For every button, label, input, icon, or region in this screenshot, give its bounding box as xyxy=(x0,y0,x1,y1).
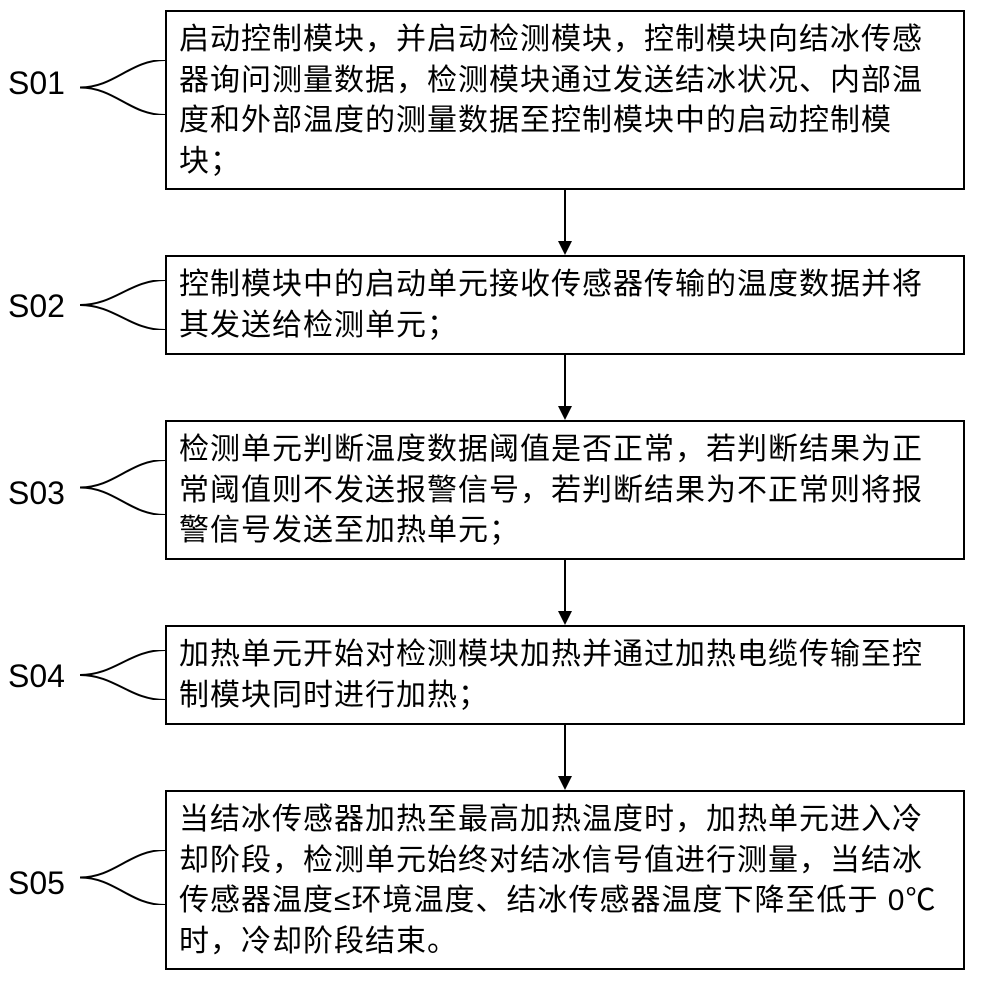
step-text: 加热单元开始对检测模块加热并通过加热电缆传输至控制模块同时进行加热； xyxy=(179,638,923,712)
arrow-line xyxy=(564,725,566,776)
flowchart-canvas: 启动控制模块，并启动检测模块，控制模块向结冰传感器询问测量数据，检测模块通过发送… xyxy=(0,0,1000,995)
step-label-s05: S05 xyxy=(8,865,65,902)
step-label-s04: S04 xyxy=(8,658,65,695)
step-text: 启动控制模块，并启动检测模块，控制模块向结冰传感器询问测量数据，检测模块通过发送… xyxy=(179,23,923,178)
arrow-line xyxy=(564,190,566,241)
arrow-head xyxy=(558,406,572,420)
step-box-s01: 启动控制模块，并启动检测模块，控制模块向结冰传感器询问测量数据，检测模块通过发送… xyxy=(165,10,965,190)
arrow-line xyxy=(564,560,566,611)
step-label-s01: S01 xyxy=(8,65,65,102)
step-label-s03: S03 xyxy=(8,475,65,512)
step-box-s05: 当结冰传感器加热至最高加热温度时，加热单元进入冷却阶段，检测单元始终对结冰信号值… xyxy=(165,790,965,970)
arrow-head xyxy=(558,776,572,790)
step-box-s02: 控制模块中的启动单元接收传感器传输的温度数据并将其发送给检测单元； xyxy=(165,255,965,355)
arrow-head xyxy=(558,611,572,625)
step-box-s03: 检测单元判断温度数据阈值是否正常，若判断结果为正常阈值则不发送报警信号，若判断结… xyxy=(165,420,965,560)
arrow-line xyxy=(564,355,566,406)
step-text: 检测单元判断温度数据阈值是否正常，若判断结果为正常阈值则不发送报警信号，若判断结… xyxy=(179,433,923,547)
step-text: 控制模块中的启动单元接收传感器传输的温度数据并将其发送给检测单元； xyxy=(179,268,923,342)
step-text: 当结冰传感器加热至最高加热温度时，加热单元进入冷却阶段，检测单元始终对结冰信号值… xyxy=(179,803,936,958)
step-box-s04: 加热单元开始对检测模块加热并通过加热电缆传输至控制模块同时进行加热； xyxy=(165,625,965,725)
arrow-head xyxy=(558,241,572,255)
step-label-s02: S02 xyxy=(8,288,65,325)
